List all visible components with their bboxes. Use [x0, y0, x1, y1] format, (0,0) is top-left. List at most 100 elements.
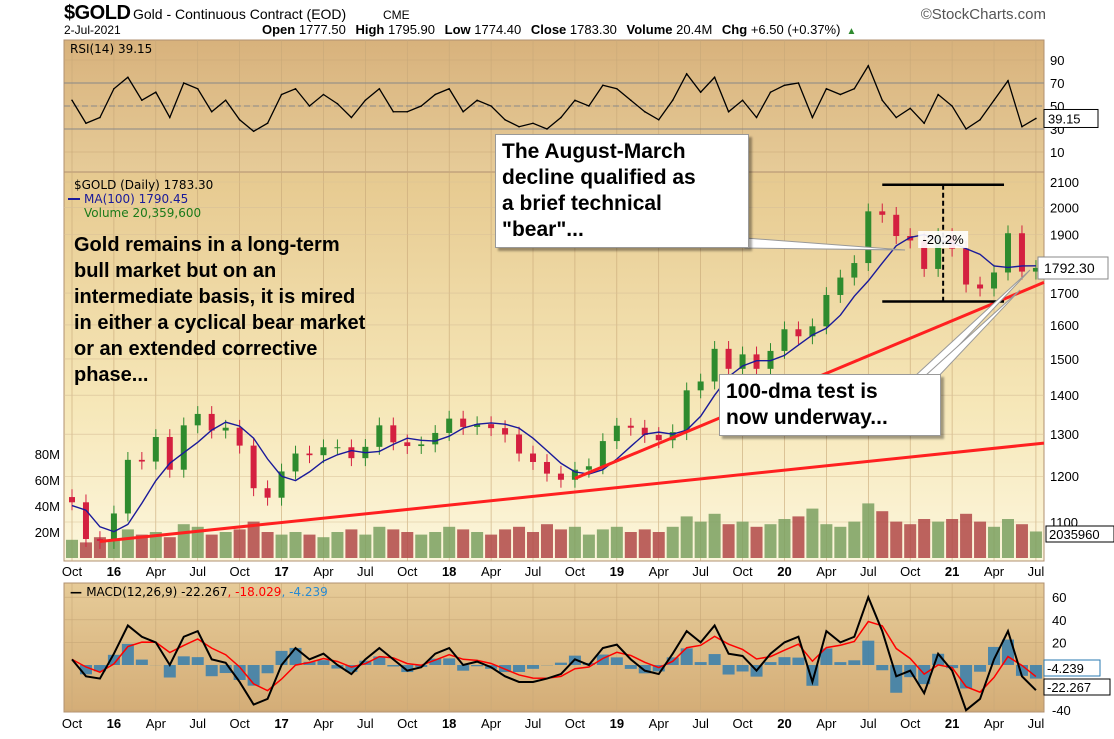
- volume-bar: [485, 534, 498, 558]
- macd-legend: — MACD(12,26,9) -22.267, -18.029, -4.239: [70, 585, 328, 599]
- macd-hist-tag-text: -4.239: [1047, 661, 1084, 676]
- x-tick-label: Oct: [230, 716, 251, 731]
- volume-bar: [443, 526, 456, 558]
- rsi-point: [476, 99, 478, 102]
- price-candle: [376, 417, 383, 455]
- rsi-point: [713, 76, 716, 79]
- candle-body: [418, 444, 425, 447]
- macd-histogram-bar: [205, 665, 218, 677]
- volume-bar: [652, 532, 665, 558]
- macd-histogram-bar: [219, 665, 232, 674]
- rsi-point: [867, 64, 870, 67]
- x-tick-label: Jul: [357, 564, 374, 579]
- macd-histogram-bar: [932, 653, 945, 665]
- rsi-point: [406, 110, 409, 113]
- x-tick-label: 21: [945, 716, 959, 731]
- volume-bar: [890, 521, 903, 558]
- candle-body: [571, 469, 578, 480]
- volume-bar: [359, 534, 372, 558]
- macd-histogram-bar: [946, 665, 959, 669]
- callout-dma: 100-dma test is now underway...: [719, 374, 941, 436]
- volume-bar: [540, 524, 553, 558]
- price-candle: [516, 426, 523, 462]
- macd-histogram-bar: [792, 657, 805, 665]
- rsi-point: [532, 122, 534, 125]
- volume-value: 20.4M: [676, 22, 713, 37]
- candle-body: [781, 329, 788, 351]
- stockcharts-brand[interactable]: ©StockCharts.com: [920, 6, 1046, 23]
- rsi-point: [937, 93, 939, 96]
- price-candle: [795, 321, 802, 345]
- x-tick-label: Jul: [860, 716, 877, 731]
- macd-tick-label: 60: [1052, 590, 1066, 605]
- x-tick-label: Apr: [481, 716, 502, 731]
- volume-tick-label: 60M: [35, 473, 60, 488]
- macd-histogram-bar: [624, 665, 637, 669]
- symbol-title: $GOLD: [64, 2, 131, 24]
- price-tick-label: 1400: [1050, 388, 1079, 403]
- price-candle: [907, 228, 914, 249]
- macd-histogram-bar: [513, 665, 526, 672]
- volume-bar: [66, 539, 78, 558]
- ma100-line: [71, 233, 1036, 533]
- x-tick-label: Jul: [692, 564, 709, 579]
- price-candle: [809, 318, 816, 345]
- x-tick-label: 17: [274, 564, 288, 579]
- price-candle: [837, 269, 844, 303]
- rsi-point: [490, 105, 492, 107]
- price-candle: [991, 264, 998, 297]
- candle-body: [1004, 233, 1011, 273]
- rsi-point: [923, 122, 925, 125]
- rsi-point: [294, 87, 297, 90]
- candle-body: [697, 381, 704, 391]
- rsi-point: [71, 99, 73, 102]
- macd-histogram-bar: [317, 660, 330, 665]
- rsi-tick-label: 90: [1050, 53, 1064, 68]
- rsi-point: [839, 93, 842, 96]
- macd-histogram-bar: [1015, 665, 1028, 676]
- price-candle: [292, 445, 299, 480]
- rsi-point: [85, 122, 87, 125]
- candle-body: [627, 425, 634, 428]
- price-candle: [180, 417, 187, 478]
- rsi-point: [630, 99, 632, 102]
- volume-bar: [331, 532, 344, 558]
- candle-body: [124, 459, 131, 514]
- x-tick-label: Oct: [397, 716, 418, 731]
- x-tick-label: Oct: [397, 564, 418, 579]
- x-tick-label: Oct: [732, 716, 753, 731]
- macd-hist-tag: -4.239: [1043, 659, 1101, 677]
- volume-bar: [373, 526, 386, 558]
- volume-bar: [960, 513, 973, 558]
- price-candle: [1032, 260, 1039, 280]
- x-tick-label: Oct: [565, 716, 586, 731]
- volume-bar: [163, 537, 176, 558]
- candle-body: [516, 434, 523, 454]
- rsi-point: [993, 99, 995, 102]
- volume-bar: [1029, 531, 1042, 558]
- volume-bar: [596, 529, 609, 558]
- macd-histogram-bar: [387, 665, 400, 667]
- candle-body: [446, 418, 453, 433]
- price-candle: [110, 505, 117, 549]
- left-annotation-line: bull market but on an: [74, 260, 277, 282]
- price-tick-label: 1300: [1050, 427, 1079, 442]
- rsi-point: [196, 87, 199, 90]
- volume-bar: [764, 524, 777, 558]
- left-annotation-line: phase...: [74, 364, 149, 386]
- price-candle: [166, 429, 173, 478]
- candle-body: [837, 277, 844, 295]
- macd-panel: [63, 582, 1045, 713]
- macd-histogram-bar: [890, 665, 903, 693]
- volume-tick-label: 40M: [35, 499, 60, 514]
- volume-bar: [177, 524, 190, 558]
- price-candle: [627, 417, 634, 436]
- price-candle: [208, 406, 215, 439]
- low-label: Low: [444, 22, 471, 37]
- price-candle: [82, 494, 89, 547]
- price-candle: [432, 425, 439, 453]
- volume-bar: [638, 529, 651, 558]
- rsi-point: [853, 87, 856, 90]
- rsi-point: [616, 87, 618, 90]
- volume-bar: [415, 534, 428, 558]
